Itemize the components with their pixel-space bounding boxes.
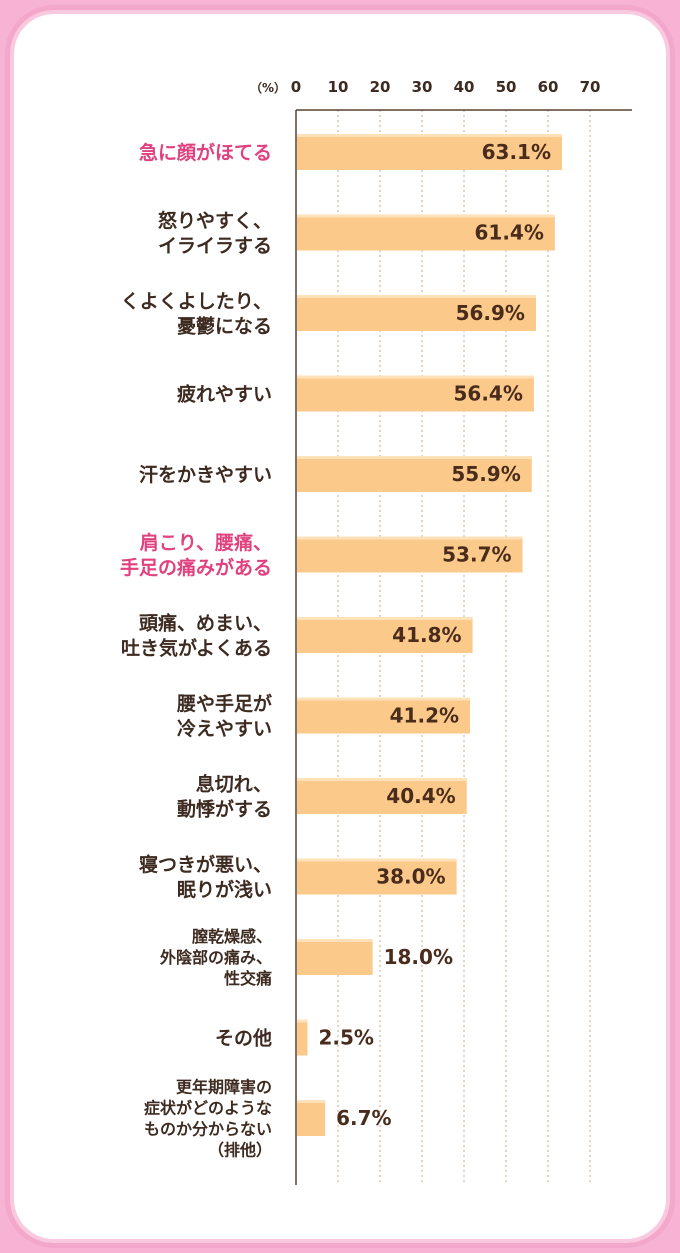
bar-highlight-2 — [297, 295, 536, 298]
x-tick-label-50: 50 — [496, 78, 517, 96]
bar-value-label-0: 63.1% — [482, 140, 551, 164]
bar-1 — [297, 214, 555, 251]
bar-10 — [297, 939, 373, 975]
category-label-6-line-1: 吐き気がよくある — [121, 636, 272, 659]
category-label-12-line-2: ものか分からない — [144, 1119, 272, 1138]
x-tick-label-0: 0 — [291, 78, 301, 96]
category-label-7-line-0: 腰や手足が — [176, 692, 272, 715]
category-label-12-line-0: 更年期障害の — [176, 1077, 272, 1096]
bar-value-label-8: 40.4% — [386, 784, 455, 808]
bar-5 — [297, 536, 523, 573]
category-label-1-line-1: イライラする — [158, 235, 272, 257]
bar-value-label-2: 56.9% — [456, 301, 525, 325]
bar-highlight-0 — [297, 134, 563, 137]
bar-value-label-11: 2.5% — [319, 1026, 374, 1050]
bar-value-label-4: 55.9% — [451, 462, 520, 486]
category-label-10-line-1: 外陰部の痛み、 — [159, 948, 272, 967]
bar-value-label-7: 41.2% — [390, 704, 459, 728]
category-label-9-line-1: 眠りが浅い — [177, 878, 272, 901]
category-label-7-line-1: 冷えやすい — [177, 717, 272, 740]
bar-value-label-12: 6.7% — [336, 1106, 391, 1130]
x-tick-label-10: 10 — [328, 78, 349, 96]
bar-12 — [297, 1100, 326, 1136]
bar-4 — [297, 456, 532, 492]
bar-value-label-10: 18.0% — [384, 945, 453, 969]
x-tick-label-70: 70 — [580, 78, 601, 96]
bar-highlight-1 — [297, 214, 555, 218]
bar-8 — [297, 778, 467, 814]
bar-highlight-4 — [297, 456, 532, 459]
category-label-6-line-0: 頭痛、めまい、 — [139, 611, 272, 634]
x-tick-label-20: 20 — [370, 78, 391, 96]
bar-value-label-5: 53.7% — [442, 543, 511, 567]
bar-7 — [297, 697, 471, 734]
category-label-11-line-0: その他 — [215, 1026, 272, 1049]
bar-11 — [297, 1019, 308, 1056]
category-label-1-line-0: 怒りやすく、 — [158, 209, 272, 232]
bar-highlight-8 — [297, 778, 467, 781]
category-label-2-line-0: くよくよしたり、 — [121, 290, 272, 312]
bar-value-label-1: 61.4% — [474, 221, 543, 245]
bar-highlight-12 — [297, 1100, 326, 1103]
bar-value-label-3: 56.4% — [453, 382, 522, 406]
category-label-2-line-1: 憂鬱になる — [177, 314, 272, 337]
x-tick-label-40: 40 — [454, 78, 475, 96]
bar-highlight-10 — [297, 939, 373, 942]
bar-highlight-3 — [297, 375, 534, 379]
category-label-0-line-0: 急に顔がほてる — [139, 141, 272, 164]
bar-highlight-11 — [297, 1019, 308, 1023]
category-label-10-line-0: 膣乾燥感、 — [192, 927, 272, 946]
category-label-10-line-2: 性交痛 — [224, 969, 272, 988]
bar-highlight-6 — [297, 617, 473, 620]
x-axis-unit-label: （%） — [250, 80, 286, 95]
category-label-12-line-3: （排他） — [208, 1140, 272, 1159]
category-label-4-line-0: 汗をかきやすい — [139, 464, 272, 486]
bar-9 — [297, 858, 457, 895]
x-tick-label-60: 60 — [538, 78, 559, 96]
category-label-12-line-1: 症状がどのような — [144, 1098, 272, 1117]
category-label-3-line-0: 疲れやすい — [177, 382, 272, 405]
category-label-8-line-0: 息切れ、 — [196, 772, 272, 795]
category-label-8-line-1: 動悸がする — [177, 797, 272, 820]
bar-6 — [297, 617, 473, 653]
bar-3 — [297, 375, 534, 412]
bar-2 — [297, 295, 536, 331]
bar-value-label-6: 41.8% — [392, 623, 461, 647]
bar-0 — [297, 134, 563, 170]
category-label-5-line-0: 肩こり、腰痛、 — [140, 531, 272, 554]
category-label-9-line-0: 寝つきが悪い、 — [139, 853, 272, 876]
bar-value-label-9: 38.0% — [376, 865, 445, 889]
bar-highlight-9 — [297, 858, 457, 862]
category-label-5-line-1: 手足の痛みがある — [120, 556, 272, 579]
bar-highlight-7 — [297, 697, 471, 701]
bar-highlight-5 — [297, 536, 523, 540]
x-tick-label-30: 30 — [412, 78, 433, 96]
